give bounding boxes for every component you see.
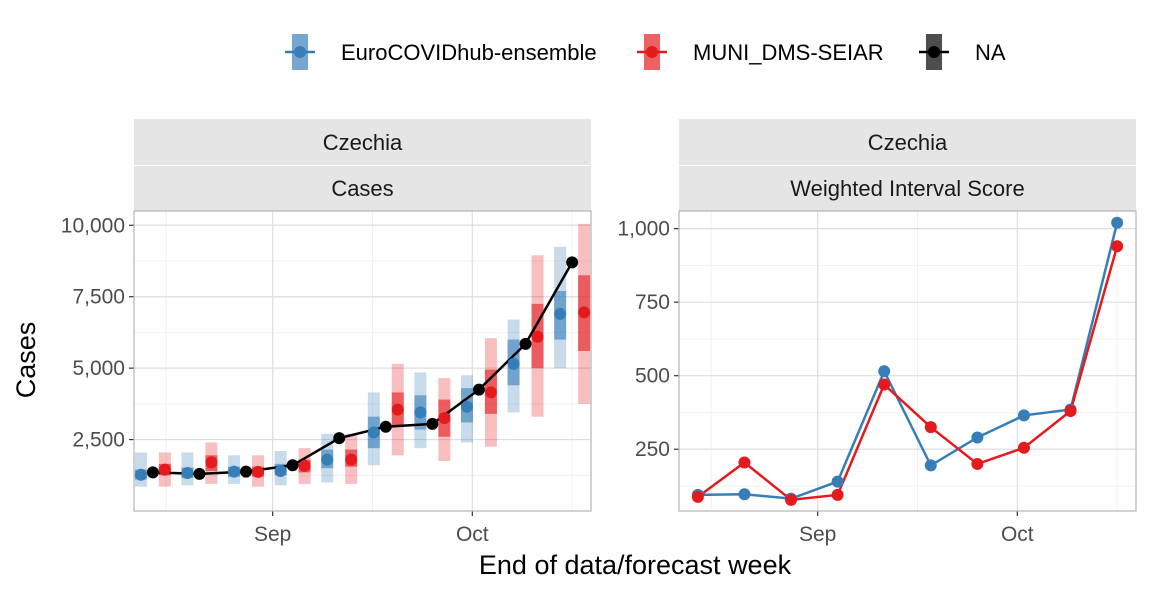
seiar-median-point: [298, 459, 311, 472]
seiar-score-point: [971, 457, 984, 470]
observed-point: [519, 337, 532, 350]
panel-cases: Czechia Cases 2,500 5,000 7,500 10,000 Sep Oct: [61, 119, 592, 546]
legend-label: NA: [975, 40, 1006, 65]
seiar-score-point: [1064, 405, 1077, 417]
strip-bottom: [679, 166, 1136, 211]
legend-point: [928, 46, 940, 58]
strip-top: [679, 119, 1136, 165]
ensemble-median-point: [228, 465, 241, 478]
strip-top: [134, 119, 591, 165]
observed-point: [333, 432, 346, 445]
observed-point: [240, 465, 253, 478]
legend-item-observed: NA: [919, 34, 1006, 70]
legend-label: EuroCOVIDhub-ensemble: [341, 40, 597, 65]
y-tick-label: 10,000: [61, 214, 125, 237]
y-tick-label: 250: [635, 438, 670, 461]
seiar-median-point: [345, 453, 358, 466]
ensemble-score-point: [831, 475, 844, 488]
ensemble-median-point: [460, 400, 473, 413]
legend-item-seiar: MUNI_DMS-SEIAR: [637, 34, 884, 70]
ensemble-median-point: [321, 453, 334, 466]
ensemble-median-point: [134, 468, 147, 481]
strip-label-location: Czechia: [868, 130, 948, 155]
ensemble-median-point: [181, 467, 194, 479]
seiar-score-point: [738, 456, 751, 469]
observed-point: [426, 417, 439, 430]
seiar-score-point: [691, 490, 704, 503]
y-tick-label: 500: [635, 365, 670, 388]
ensemble-score-line: [697, 222, 1119, 500]
ensemble-median-point: [507, 357, 520, 370]
x-tick-label: Sep: [799, 523, 836, 546]
ensemble-score-point: [924, 459, 937, 472]
ensemble-median-point: [414, 406, 427, 419]
y-tick-label: 2,500: [72, 429, 125, 452]
seiar-score-point: [831, 488, 844, 501]
legend-point: [646, 46, 658, 58]
panel-wis: Czechia Weighted Interval Score 250 500 750 1…: [617, 119, 1137, 546]
strip-label-metric: Cases: [331, 176, 393, 201]
seiar-median-point: [531, 330, 544, 343]
observed-point: [472, 383, 485, 396]
observed-point: [146, 466, 159, 479]
strip-label-metric: Weighted Interval Score: [790, 176, 1024, 201]
panel-border: [133, 210, 592, 512]
seiar-score-point: [1017, 441, 1030, 454]
ensemble-median-point: [367, 426, 380, 439]
x-axis-title: End of data/forecast week: [479, 550, 792, 580]
seiar-median-point: [252, 465, 265, 478]
ensemble-score-point: [1017, 409, 1030, 422]
ensemble-median-point: [554, 307, 567, 320]
observed-line: [152, 261, 574, 476]
seiar-median-point: [158, 463, 171, 476]
seiar-median-point: [205, 456, 218, 469]
x-tick-label: Oct: [456, 523, 489, 546]
y-axis-title: Cases: [11, 322, 41, 399]
seiar-score-point: [785, 493, 798, 506]
observed-point: [286, 459, 299, 472]
strip-label-location: Czechia: [323, 130, 403, 155]
seiar-median-point: [484, 386, 497, 399]
y-tick-label: 7,500: [72, 286, 125, 309]
legend: EuroCOVIDhub-ensemble MUNI_DMS-SEIAR NA: [285, 34, 1006, 70]
ensemble-score-point: [738, 488, 751, 501]
legend-point: [294, 46, 306, 58]
x-tick-label: Sep: [254, 523, 291, 546]
ensemble-median-point: [274, 465, 287, 477]
strip-bottom: [134, 166, 591, 211]
ensemble-score-point: [878, 365, 891, 378]
plot-background: [134, 211, 591, 511]
plot-background: [679, 211, 1136, 511]
seiar-score-line: [697, 245, 1119, 502]
seiar-score-point: [924, 421, 937, 434]
observed-point: [566, 256, 579, 269]
x-tick-label: Oct: [1001, 523, 1034, 546]
seiar-median-point: [391, 403, 404, 416]
ensemble-score-point: [1111, 216, 1124, 229]
seiar-score-point: [1111, 240, 1124, 253]
seiar-score-point: [878, 378, 891, 391]
legend-label: MUNI_DMS-SEIAR: [693, 40, 884, 65]
y-tick-label: 1,000: [617, 218, 670, 241]
y-tick-label: 5,000: [72, 357, 125, 380]
y-tick-label: 750: [635, 291, 670, 314]
panel-border: [678, 210, 1137, 512]
legend-item-ensemble: EuroCOVIDhub-ensemble: [285, 34, 597, 70]
ensemble-score-point: [971, 431, 984, 444]
observed-point: [379, 420, 392, 433]
seiar-median-point: [578, 306, 591, 319]
seiar-median-point: [438, 412, 451, 425]
observed-point: [193, 467, 206, 480]
